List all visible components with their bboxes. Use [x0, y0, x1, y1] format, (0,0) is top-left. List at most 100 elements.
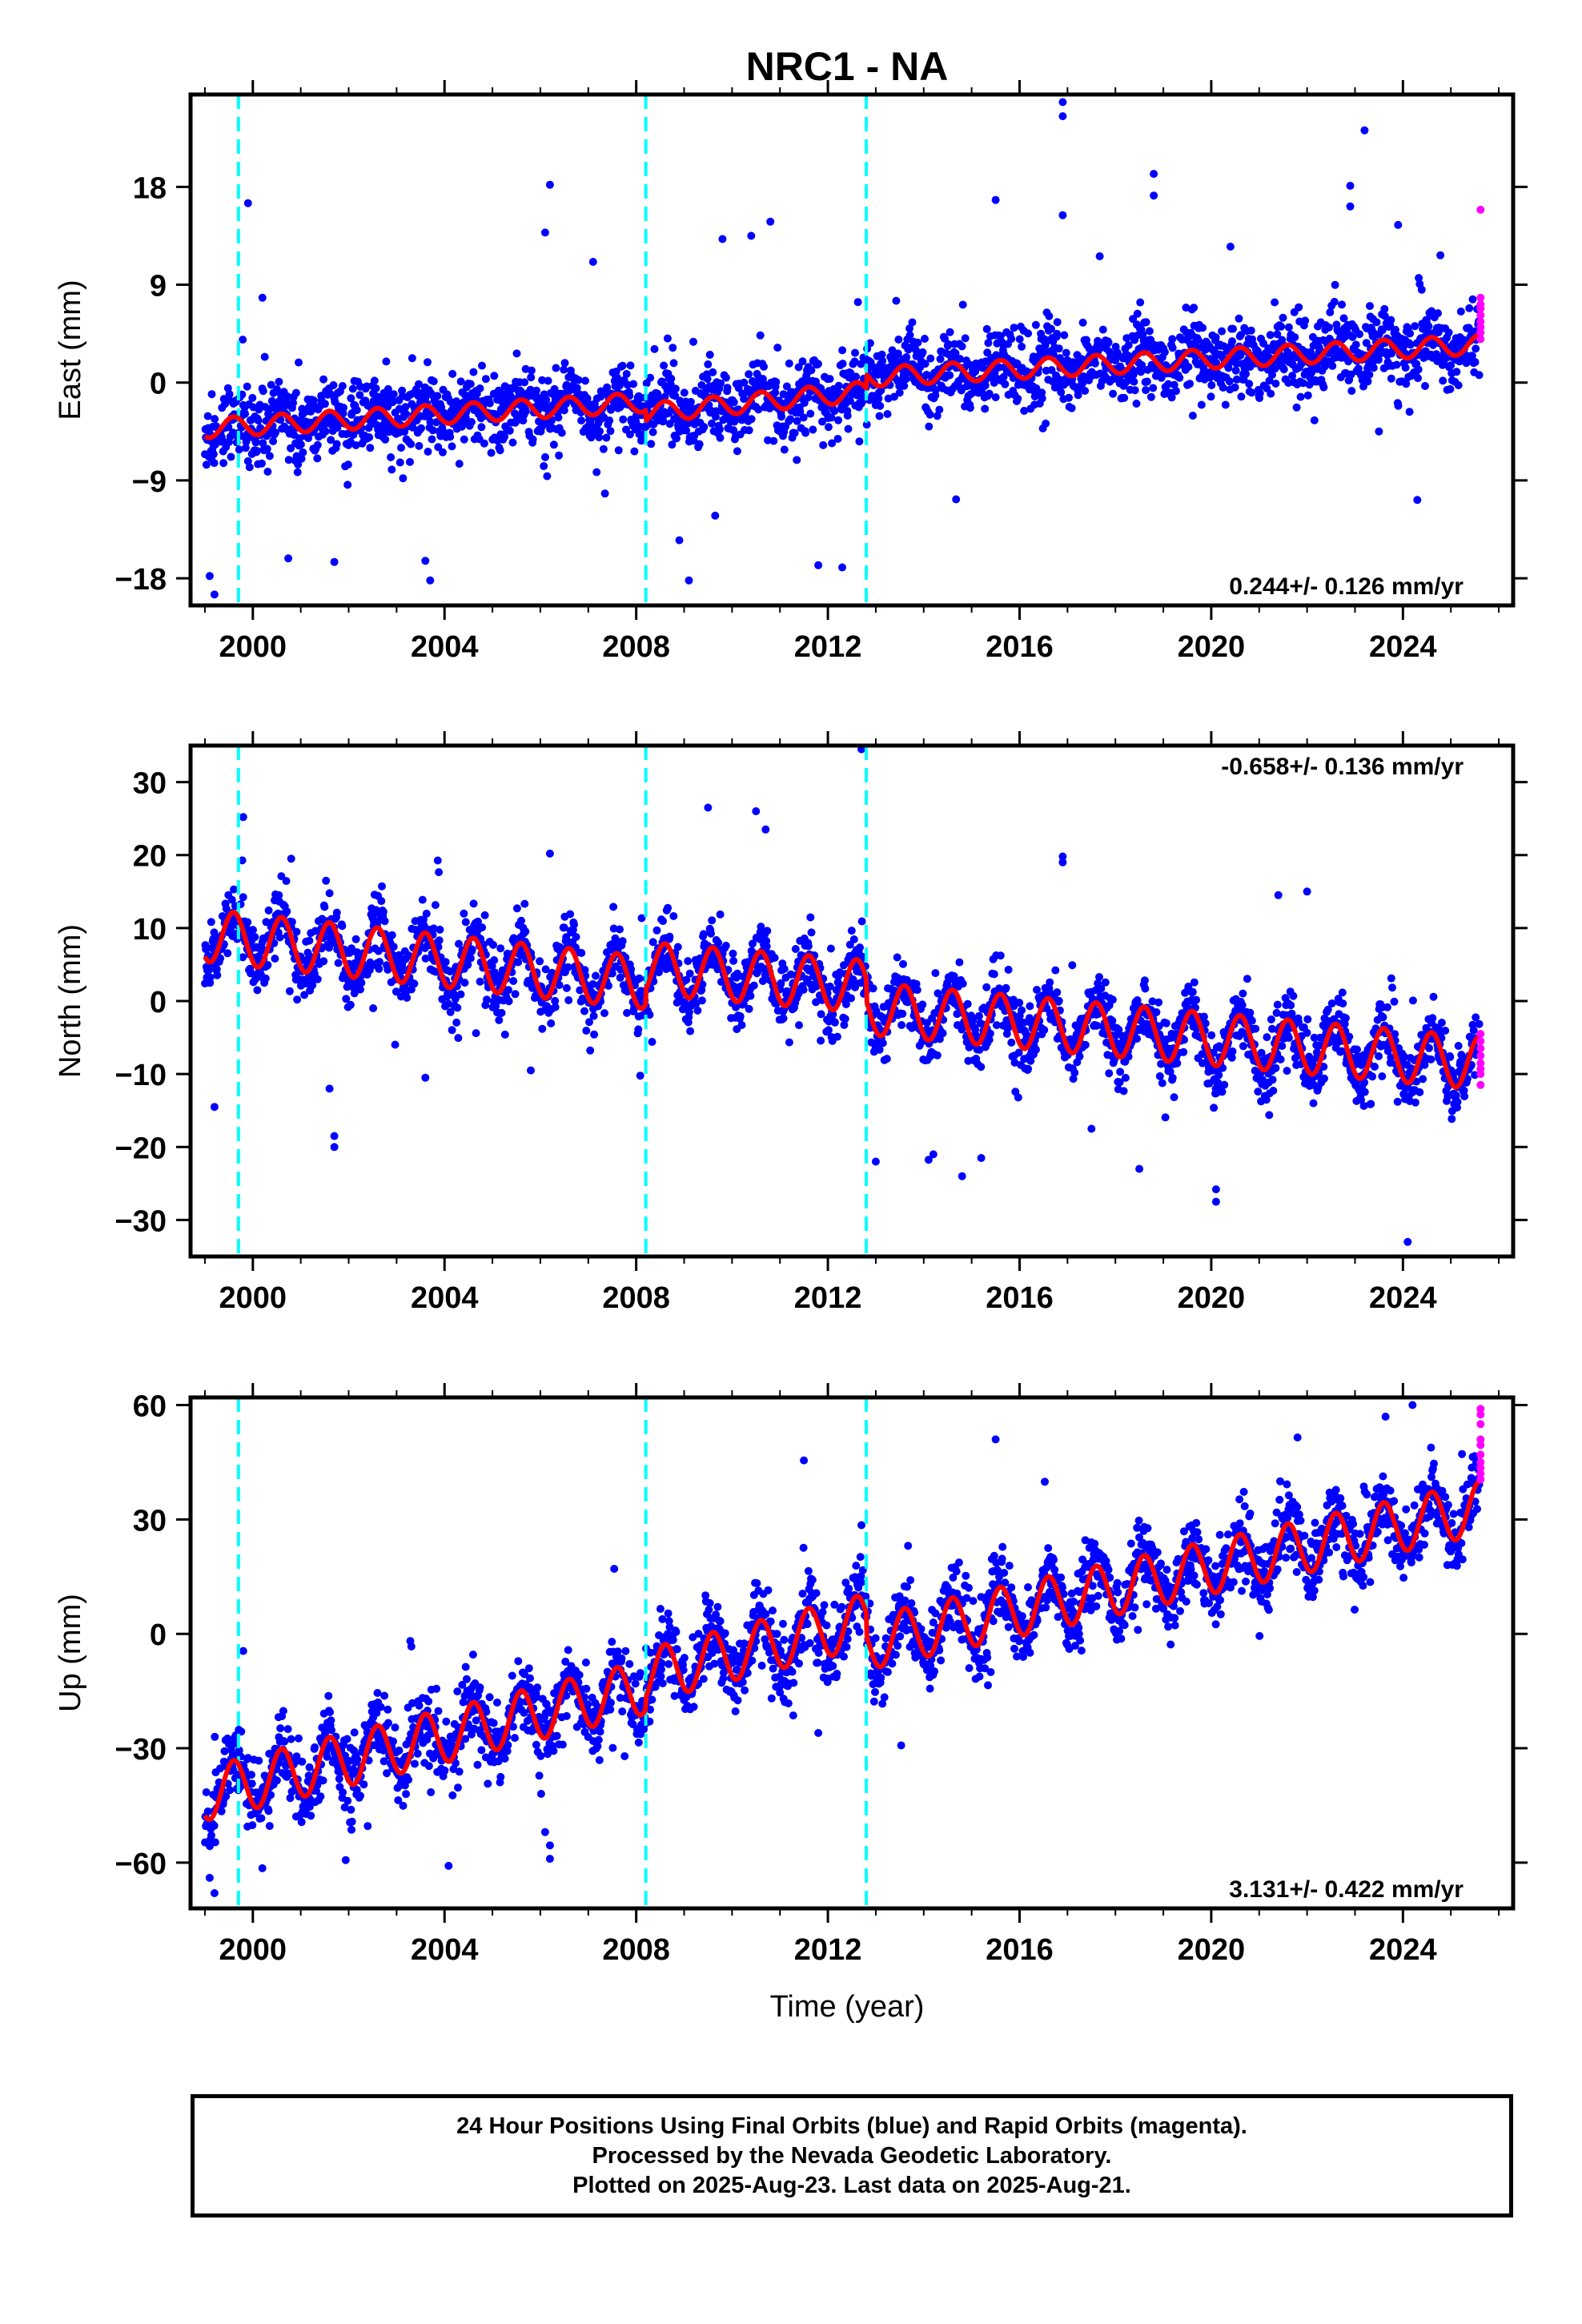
data-point: [276, 416, 285, 424]
data-point: [481, 375, 490, 384]
data-point: [1104, 338, 1113, 347]
data-point: [966, 404, 974, 412]
data-point: [1018, 1006, 1026, 1015]
data-point: [1053, 318, 1062, 327]
data-point: [780, 964, 789, 973]
data-point: [1380, 304, 1389, 313]
data-point: [1078, 318, 1087, 327]
data-point: [721, 941, 730, 950]
data-point: [263, 961, 272, 969]
data-point: [485, 399, 494, 408]
data-point: [496, 446, 504, 455]
data-point: [616, 381, 624, 390]
data-point: [1254, 1088, 1263, 1096]
data-point: [1186, 380, 1195, 388]
data-point: [1065, 393, 1073, 402]
data-point: [977, 1063, 986, 1072]
data-point: [235, 445, 243, 454]
data-point: [689, 337, 697, 346]
data-point: [1101, 978, 1110, 987]
data-point: [673, 434, 681, 443]
data-point: [203, 412, 212, 420]
outlier-point: [421, 557, 430, 565]
data-point: [1155, 1072, 1164, 1080]
data-point: [351, 441, 360, 449]
data-point: [408, 423, 417, 432]
data-point: [313, 454, 322, 463]
data-point: [285, 987, 294, 995]
data-point: [1038, 388, 1046, 397]
data-point: [210, 459, 219, 468]
outlier-point: [540, 228, 549, 237]
data-point: [248, 393, 257, 402]
data-point: [555, 451, 564, 460]
data-point: [1004, 965, 1013, 974]
data-point: [716, 433, 725, 442]
data-point: [729, 949, 737, 958]
outlier-point: [205, 572, 214, 581]
data-point: [602, 433, 611, 442]
data-point: [446, 432, 455, 441]
data-point: [622, 370, 631, 378]
data-point: [1026, 1002, 1034, 1011]
data-point: [375, 964, 383, 973]
data-point: [630, 447, 639, 456]
outlier-point: [1394, 220, 1403, 229]
outlier-point: [1360, 126, 1369, 135]
data-point: [1468, 295, 1477, 304]
data-point: [686, 397, 695, 406]
data-point: [247, 968, 255, 977]
data-point: [961, 334, 970, 343]
data-point: [1247, 326, 1255, 335]
data-point: [263, 444, 271, 453]
data-point: [1299, 379, 1307, 388]
data-point: [241, 444, 250, 452]
panel-frame: [188, 92, 1516, 608]
data-point: [1292, 403, 1301, 412]
data-point: [1164, 380, 1173, 388]
data-point: [251, 933, 259, 942]
data-point: [616, 925, 624, 934]
data-point: [869, 984, 877, 993]
data-point: [648, 428, 657, 436]
data-point: [574, 376, 583, 384]
data-point: [496, 944, 505, 953]
data-point: [1406, 340, 1415, 349]
data-point: [1142, 386, 1150, 395]
data-point: [551, 1003, 560, 1011]
data-point: [1369, 364, 1378, 372]
data-point: [570, 920, 578, 929]
data-point: [763, 927, 772, 935]
data-point: [1109, 389, 1118, 398]
data-point: [577, 949, 586, 957]
data-point: [1454, 381, 1463, 390]
data-point: [847, 994, 855, 1003]
outlier-point: [1058, 112, 1067, 121]
rapid-point: [1476, 205, 1485, 214]
data-point: [1168, 335, 1177, 344]
data-point: [527, 366, 536, 375]
data-point: [243, 456, 252, 465]
data-point: [339, 409, 347, 418]
data-point: [618, 937, 627, 946]
data-point: [504, 986, 512, 995]
data-point: [1152, 1008, 1161, 1016]
data-point: [737, 1021, 746, 1029]
data-point: [350, 989, 359, 998]
data-point: [618, 361, 627, 370]
data-point: [483, 995, 491, 1004]
data-point: [1199, 324, 1207, 332]
data-point: [1267, 389, 1275, 398]
data-point: [770, 954, 779, 962]
data-point: [856, 943, 864, 952]
data-point: [262, 918, 271, 927]
data-point: [1032, 1045, 1040, 1054]
data-point: [1243, 975, 1251, 983]
data-point: [595, 433, 604, 442]
data-point: [424, 448, 432, 456]
data-point: [260, 352, 269, 361]
data-point: [714, 939, 723, 947]
data-point: [543, 472, 552, 480]
data-point: [504, 997, 513, 1006]
outlier-point: [1226, 243, 1235, 251]
